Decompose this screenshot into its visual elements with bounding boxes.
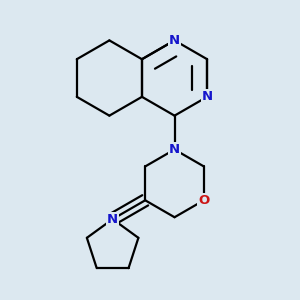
Text: N: N	[169, 34, 180, 47]
Text: N: N	[169, 143, 180, 156]
Text: O: O	[107, 213, 118, 226]
Text: N: N	[202, 90, 213, 103]
Text: N: N	[107, 213, 118, 226]
Text: O: O	[198, 194, 209, 207]
